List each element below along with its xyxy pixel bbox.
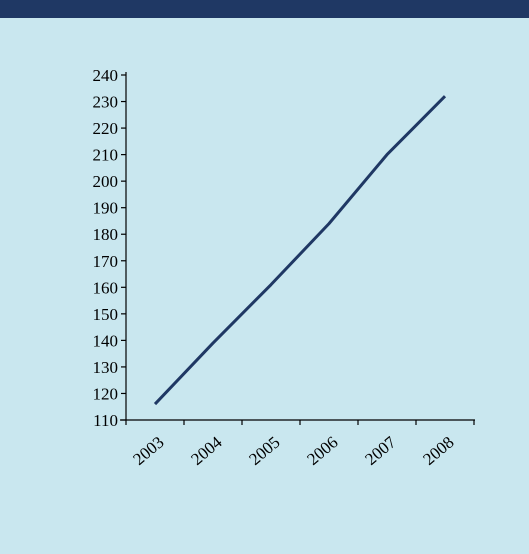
- y-tick-label: 140: [93, 331, 119, 350]
- y-tick-label: 110: [93, 411, 118, 430]
- y-tick-label: 130: [93, 358, 119, 377]
- header-bar: [0, 0, 529, 18]
- y-tick-label: 200: [93, 172, 119, 191]
- line: [153, 95, 447, 406]
- y-tick-label: 240: [93, 66, 119, 85]
- y-tick-label: 220: [93, 119, 119, 138]
- y-tick-label: 230: [93, 93, 119, 112]
- y-tick-label: 160: [93, 278, 119, 297]
- y-tick-label: 210: [93, 146, 119, 165]
- y-tick-label: 190: [93, 199, 119, 218]
- y-tick-label: 170: [93, 252, 119, 271]
- y-tick-label: 180: [93, 225, 119, 244]
- y-tick-label: 120: [93, 384, 119, 403]
- y-tick-label: 150: [93, 305, 119, 324]
